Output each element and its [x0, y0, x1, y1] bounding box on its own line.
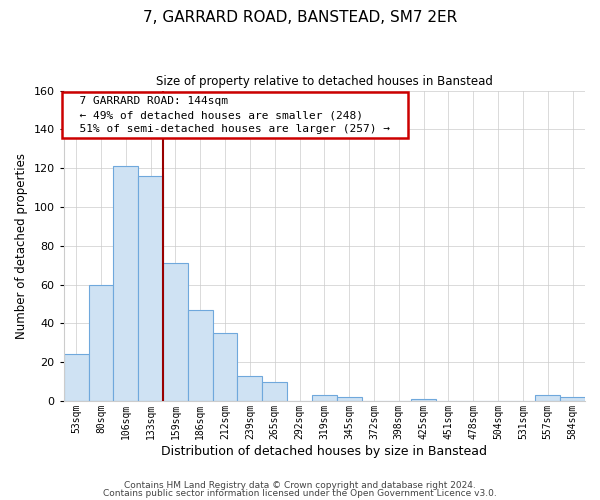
Text: Contains public sector information licensed under the Open Government Licence v3: Contains public sector information licen…: [103, 488, 497, 498]
Bar: [262, 382, 287, 401]
Bar: [411, 399, 436, 401]
Bar: [238, 376, 262, 401]
Text: Contains HM Land Registry data © Crown copyright and database right 2024.: Contains HM Land Registry data © Crown c…: [124, 481, 476, 490]
Bar: [212, 333, 238, 401]
Bar: [560, 397, 585, 401]
Bar: [337, 397, 362, 401]
Bar: [163, 263, 188, 401]
Bar: [64, 354, 89, 401]
Bar: [312, 395, 337, 401]
Bar: [535, 395, 560, 401]
Text: 7 GARRARD ROAD: 144sqm  
  ← 49% of detached houses are smaller (248)  
  51% of: 7 GARRARD ROAD: 144sqm ← 49% of detached…: [66, 96, 404, 134]
Title: Size of property relative to detached houses in Banstead: Size of property relative to detached ho…: [156, 75, 493, 88]
Y-axis label: Number of detached properties: Number of detached properties: [15, 152, 28, 338]
Bar: [89, 284, 113, 401]
X-axis label: Distribution of detached houses by size in Banstead: Distribution of detached houses by size …: [161, 444, 487, 458]
Text: 7, GARRARD ROAD, BANSTEAD, SM7 2ER: 7, GARRARD ROAD, BANSTEAD, SM7 2ER: [143, 10, 457, 25]
Bar: [138, 176, 163, 401]
Bar: [188, 310, 212, 401]
Bar: [113, 166, 138, 401]
